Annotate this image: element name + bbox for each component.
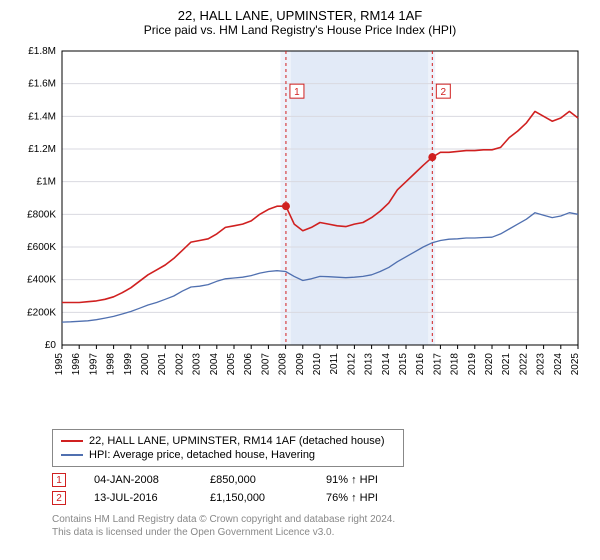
event-badge: 2 <box>52 491 66 505</box>
event-hpi: 76% ↑ HPI <box>326 492 378 504</box>
svg-text:2: 2 <box>441 87 447 98</box>
svg-text:2007: 2007 <box>260 353 271 376</box>
legend-label: HPI: Average price, detached house, Have… <box>89 449 315 461</box>
line-chart: £0 £200K £400K £600K £800K £1M £1.2M £1.4M £1.6M… <box>12 43 588 423</box>
event-badge: 1 <box>52 473 66 487</box>
event-table: 1 04-JAN-2008 £850,000 91% ↑ HPI 2 13-JU… <box>52 471 588 507</box>
chart-title: 22, HALL LANE, UPMINSTER, RM14 1AF <box>12 8 588 23</box>
event-date: 13-JUL-2016 <box>94 492 182 504</box>
svg-text:2005: 2005 <box>226 353 237 376</box>
svg-text:2017: 2017 <box>432 353 443 376</box>
svg-text:2018: 2018 <box>450 353 461 376</box>
svg-text:2021: 2021 <box>501 353 512 376</box>
svg-text:2011: 2011 <box>329 353 340 375</box>
svg-text:£1.8M: £1.8M <box>28 46 56 57</box>
chart-container: 22, HALL LANE, UPMINSTER, RM14 1AF Price… <box>0 0 600 545</box>
event-price: £850,000 <box>210 474 298 486</box>
legend-swatch <box>61 454 83 456</box>
svg-text:£600K: £600K <box>27 242 56 253</box>
svg-text:1995: 1995 <box>54 353 65 376</box>
svg-text:1: 1 <box>294 87 300 98</box>
disclaimer-line: This data is licensed under the Open Gov… <box>52 526 588 539</box>
svg-text:£1.2M: £1.2M <box>28 144 56 155</box>
svg-text:£200K: £200K <box>27 307 56 318</box>
svg-text:2023: 2023 <box>536 353 547 376</box>
event-row: 2 13-JUL-2016 £1,150,000 76% ↑ HPI <box>52 489 588 507</box>
svg-text:2010: 2010 <box>312 353 323 376</box>
svg-text:2000: 2000 <box>140 353 151 376</box>
svg-text:1999: 1999 <box>123 353 134 376</box>
svg-text:2014: 2014 <box>381 353 392 376</box>
svg-text:2020: 2020 <box>484 353 495 376</box>
svg-text:£400K: £400K <box>27 275 56 286</box>
svg-text:2013: 2013 <box>364 353 375 376</box>
svg-text:2006: 2006 <box>243 353 254 376</box>
legend-swatch <box>61 440 83 442</box>
svg-text:2012: 2012 <box>346 353 357 376</box>
svg-text:£1.4M: £1.4M <box>28 111 56 122</box>
svg-text:£1.6M: £1.6M <box>28 79 56 90</box>
svg-text:£0: £0 <box>45 340 57 351</box>
svg-text:1998: 1998 <box>106 353 117 376</box>
svg-text:2019: 2019 <box>467 353 478 376</box>
legend: 22, HALL LANE, UPMINSTER, RM14 1AF (deta… <box>52 429 404 467</box>
event-date: 04-JAN-2008 <box>94 474 182 486</box>
disclaimer: Contains HM Land Registry data © Crown c… <box>52 513 588 539</box>
event-hpi: 91% ↑ HPI <box>326 474 378 486</box>
svg-text:2009: 2009 <box>295 353 306 376</box>
svg-text:2024: 2024 <box>553 353 564 376</box>
svg-text:1997: 1997 <box>88 353 99 376</box>
svg-text:£1M: £1M <box>37 177 56 188</box>
svg-text:£800K: £800K <box>27 209 56 220</box>
svg-text:2015: 2015 <box>398 353 409 376</box>
chart-plot-area: £0 £200K £400K £600K £800K £1M £1.2M £1.4M £1.6M… <box>12 43 588 423</box>
event-price: £1,150,000 <box>210 492 298 504</box>
svg-text:2008: 2008 <box>278 353 289 376</box>
svg-text:2001: 2001 <box>157 353 168 376</box>
legend-label: 22, HALL LANE, UPMINSTER, RM14 1AF (deta… <box>89 435 385 447</box>
svg-text:2025: 2025 <box>570 353 581 376</box>
event-row: 1 04-JAN-2008 £850,000 91% ↑ HPI <box>52 471 588 489</box>
legend-item: HPI: Average price, detached house, Have… <box>61 448 395 462</box>
svg-text:2022: 2022 <box>518 353 529 376</box>
svg-text:1996: 1996 <box>71 353 82 376</box>
svg-text:2016: 2016 <box>415 353 426 376</box>
svg-text:2002: 2002 <box>174 353 185 376</box>
legend-item: 22, HALL LANE, UPMINSTER, RM14 1AF (deta… <box>61 434 395 448</box>
chart-subtitle: Price paid vs. HM Land Registry's House … <box>12 23 588 37</box>
svg-text:2003: 2003 <box>192 353 203 376</box>
svg-text:2004: 2004 <box>209 353 220 376</box>
disclaimer-line: Contains HM Land Registry data © Crown c… <box>52 513 588 526</box>
